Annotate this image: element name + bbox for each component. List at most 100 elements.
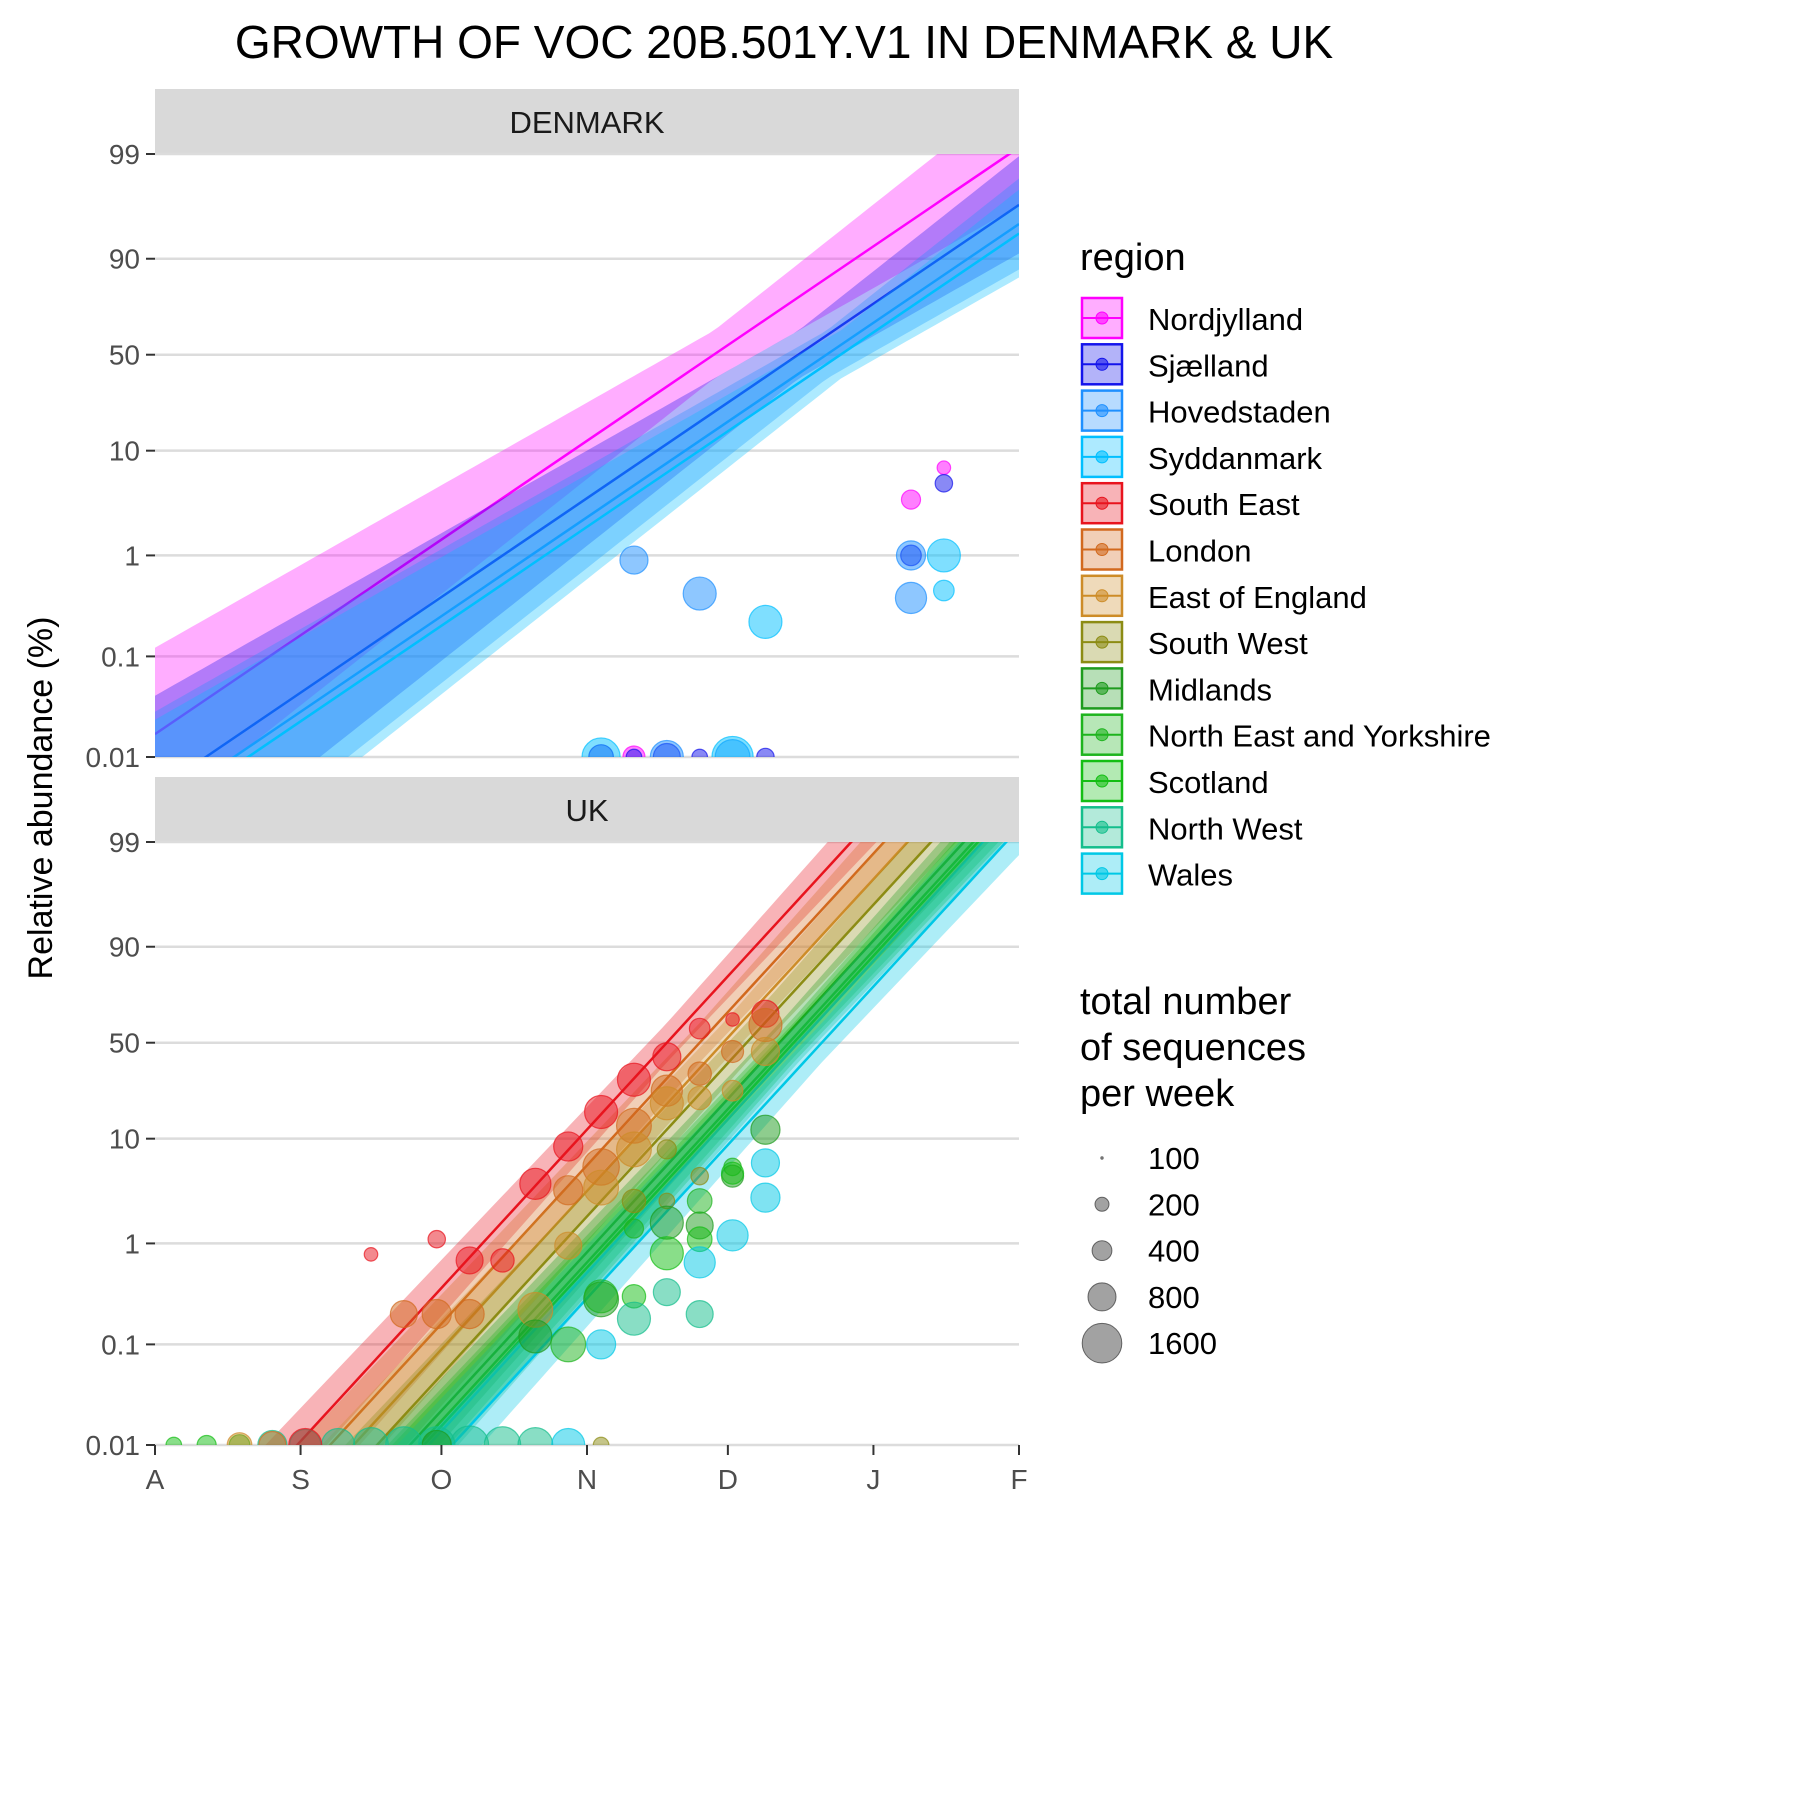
legend-dot [1095, 496, 1109, 510]
ci-band-north-west [396, 842, 1008, 1445]
point-east-of-england [554, 1231, 583, 1260]
legend-key-north-east-and-yorkshire: North East and Yorkshire [1080, 713, 1491, 756]
point-east-of-england [687, 1085, 712, 1111]
legend-key-syddanmark: Syddanmark [1080, 435, 1323, 479]
plot-area-uk [165, 842, 1019, 1445]
y-tick-label: 90 [109, 244, 140, 275]
point-wales [716, 1219, 749, 1252]
point-north-west [321, 1427, 356, 1445]
point-scotland [196, 1434, 217, 1445]
point-syddanmark [926, 538, 961, 573]
point-midlands [518, 1319, 553, 1354]
legend-key-east-of-england: East of England [1080, 574, 1367, 618]
ci-band-london [298, 842, 910, 1445]
legend-size-label: 100 [1148, 1141, 1200, 1176]
point-sjaelland [756, 747, 775, 757]
chart: GROWTH OF VOC 20B.501Y.V1 IN DENMARK & U… [22, 16, 1491, 1495]
legend-dot [1095, 820, 1109, 834]
point-north-west [652, 1278, 681, 1307]
point-south-west [621, 1188, 647, 1214]
legend-label-east-of-england: East of England [1148, 580, 1367, 615]
point-east-of-england [750, 1036, 781, 1067]
point-london [258, 1430, 287, 1445]
legend-label-south-east: South East [1148, 487, 1300, 522]
legend-key-north-west: North West [1080, 806, 1303, 849]
point-london [720, 1039, 745, 1064]
point-south-east [490, 1248, 515, 1273]
point-south-east [519, 1167, 552, 1201]
x-tick-label: F [1010, 1464, 1027, 1495]
x-tick-label: S [291, 1464, 310, 1495]
point-scotland [165, 1436, 183, 1445]
legend-dot [1095, 404, 1109, 418]
y-axis-denmark: 0.01 0.1 1 10 50 90 99 [86, 139, 1019, 773]
y-axis-uk: 0.01 0.1 1 10 50 90 99 [86, 827, 1019, 1461]
point-south-east [427, 1229, 447, 1249]
panel-denmark: DENMARK 0.01 0.1 1 10 50 90 99 [86, 89, 1019, 773]
point-south-east [583, 1094, 619, 1130]
point-north-west [449, 1425, 490, 1445]
point-south-west [592, 1436, 610, 1445]
point-south-east [652, 1042, 682, 1072]
ci-band-nordjylland [155, 154, 1019, 757]
legend-key-nordjylland: Nordjylland [1080, 296, 1303, 340]
x-tick-label: O [431, 1464, 453, 1495]
point-scotland [649, 1236, 684, 1271]
point-north-west [685, 1299, 714, 1329]
y-tick-label: 0.01 [86, 742, 141, 773]
fit-line-north-west [426, 842, 985, 1445]
y-tick-label: 0.1 [101, 641, 140, 672]
strip-uk [155, 777, 1019, 842]
point-south-east [616, 1062, 652, 1097]
legend-dot [1095, 311, 1109, 325]
legend-size-dot [1081, 1322, 1123, 1364]
x-tick-label: D [718, 1464, 738, 1495]
legend-size-dot [1100, 1156, 1104, 1160]
point-nordjylland [900, 489, 922, 510]
point-north-east-and-yorkshire [550, 1326, 587, 1363]
legend-dot [1095, 681, 1109, 695]
point-south-east [725, 1012, 740, 1027]
point-hovedstaden [894, 581, 928, 615]
point-sjaelland [625, 748, 643, 757]
ci-band-hovedstaden [155, 178, 1019, 757]
point-east-of-england [649, 1086, 684, 1121]
point-hovedstaden [619, 545, 649, 575]
point-hovedstaden [895, 540, 927, 571]
ci-band-sjaelland [155, 156, 1019, 757]
point-wales [750, 1148, 781, 1178]
point-east-of-england [721, 1079, 744, 1102]
point-north-east-and-yorkshire [583, 1279, 619, 1314]
y-tick-label: 0.1 [101, 1329, 140, 1360]
strip-label-denmark: DENMARK [509, 105, 664, 140]
y-tick-label: 1 [124, 1228, 140, 1259]
point-wales [585, 1329, 617, 1360]
legend-dot [1095, 450, 1109, 464]
point-east-of-england [583, 1169, 620, 1206]
legend-label-north-west: North West [1148, 811, 1303, 846]
legend-size-label: 400 [1148, 1234, 1200, 1269]
y-tick-label: 1 [124, 540, 140, 571]
point-north-west [353, 1427, 389, 1445]
legend-size-label: 1600 [1148, 1326, 1217, 1361]
point-south-west [656, 1139, 677, 1160]
legend-label-midlands: Midlands [1148, 672, 1272, 707]
ci-band-south-east [265, 842, 877, 1445]
point-hovedstaden [649, 739, 684, 757]
point-south-east [553, 1131, 584, 1162]
point-sjaelland [691, 748, 709, 757]
point-south-east [288, 1427, 323, 1445]
fit-line-south-west [375, 842, 933, 1445]
legend-size-label: 800 [1148, 1280, 1200, 1315]
point-north-west [385, 1426, 423, 1445]
point-syddanmark [932, 579, 955, 602]
y-tick-label: 0.01 [86, 1430, 141, 1461]
point-syddanmark [581, 737, 621, 757]
legend-size-dot [1094, 1196, 1110, 1212]
y-tick-label: 50 [109, 1028, 140, 1059]
legend-label-london: London [1148, 534, 1251, 569]
legend-label-wales: Wales [1148, 858, 1233, 893]
x-tick-label: J [866, 1464, 880, 1495]
legend-dot [1095, 774, 1109, 788]
y-tick-label: 90 [109, 932, 140, 963]
